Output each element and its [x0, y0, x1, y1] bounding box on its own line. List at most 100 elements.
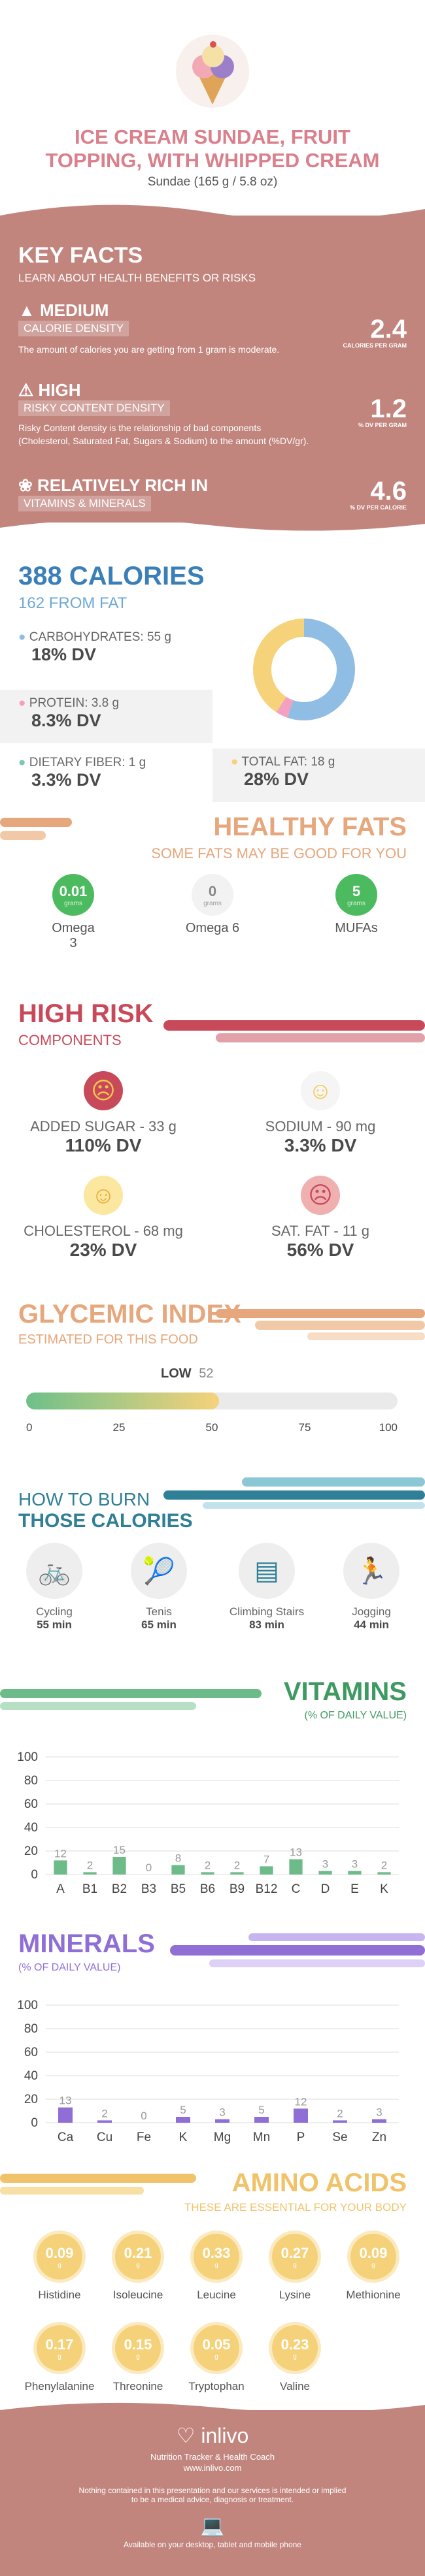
activity-time: 55 min: [37, 1618, 72, 1631]
decorative-stripes: [216, 1309, 425, 1340]
fiber-label: DIETARY FIBER: 1 g: [29, 756, 146, 769]
amino-value: 0.09: [359, 2244, 388, 2261]
vitamin-bar-A: [54, 1860, 67, 1875]
brand-url[interactable]: www.inlivo.com: [183, 2463, 242, 2473]
amino-item: 0.21 g Isoleucine: [102, 2234, 174, 2302]
happy-face-icon: ☺: [301, 1071, 340, 1110]
fact-unit: CALORIES PER GRAM: [343, 342, 407, 349]
fact-level: MEDIUM: [39, 300, 109, 320]
mineral-ytick: 60: [24, 2046, 38, 2059]
page-title-line2: TOPPING, WITH WHIPPED CREAM: [45, 149, 380, 172]
fact-desc2: (Cholesterol, Saturated Fat, Sugars & So…: [18, 436, 309, 446]
vitamin-value-label: 12: [54, 1847, 67, 1860]
footer: ♡ inlivo Nutrition Tracker & Health Coac…: [0, 2402, 425, 2576]
mineral-ytick: 0: [31, 2116, 38, 2130]
amino-unit: g: [214, 2261, 218, 2269]
vitamin-category-label: B9: [230, 1882, 245, 1896]
stairs-icon: ▤: [239, 1543, 295, 1599]
decorative-stripes: [170, 1933, 425, 1967]
fact-level: RELATIVELY RICH IN: [37, 475, 209, 495]
mineral-value-label: 0: [141, 2110, 146, 2122]
mineral-category-label: Se: [332, 2131, 347, 2144]
amino-item: 0.09 g Histidine: [24, 2234, 95, 2302]
vitamin-category-label: B12: [256, 1882, 278, 1896]
calories-section: 388 CALORIES 162 FROM FAT ● CARBOHYDRATE…: [0, 562, 425, 810]
amino-unit: g: [58, 2353, 61, 2360]
vitamin-bar-E: [348, 1871, 362, 1875]
mineral-value-label: 2: [101, 2107, 107, 2119]
carb-dv: 18% DV: [31, 645, 97, 664]
burn-title-1: HOW TO BURN: [18, 1489, 150, 1509]
vitamins-bar-chart: 100 80 60 40 20 0 12 A 2 B1 15 B2 0 B3 8 B5 2 B6 2 B9 7 B12 13…: [17, 1750, 399, 1896]
mineral-bar-P: [294, 2108, 308, 2123]
mineral-ytick: 20: [24, 2093, 38, 2106]
mineral-category-label: Cu: [97, 2131, 112, 2144]
mineral-category-label: P: [297, 2131, 305, 2144]
fat-item-mufas: 5 grams MUFAs: [327, 874, 386, 936]
minerals-title: MINERALS: [18, 1929, 155, 1958]
vitamin-ytick: 100: [17, 1750, 38, 1764]
vitamin-category-label: B6: [200, 1882, 215, 1896]
fat-stat: ● TOTAL FAT: 18 g 28% DV: [212, 749, 425, 802]
macro-donut-chart: [252, 619, 355, 720]
glycemic-level: LOW: [161, 1366, 192, 1381]
high-risk-title: HIGH RISK: [18, 999, 154, 1028]
vitamin-category-label: B3: [141, 1882, 156, 1896]
mineral-value-label: 2: [337, 2107, 343, 2119]
donut-slice-fat: [252, 619, 304, 713]
vitamin-bar-K: [377, 1872, 391, 1875]
amino-value: 0.17: [45, 2336, 74, 2353]
disclaimer-2: to be a medical advice, diagnosis or tre…: [131, 2495, 294, 2504]
brand-name: inlivo: [201, 2424, 249, 2447]
risk-dv: 23% DV: [69, 1240, 137, 1260]
amino-unit: g: [371, 2261, 375, 2269]
vitamin-value-label: 13: [290, 1846, 302, 1859]
fact-risky-density: ⚠ HIGH RISKY CONTENT DENSITY Risky Conte…: [18, 380, 407, 446]
glycemic-fill: [26, 1393, 220, 1409]
carb-label: CARBOHYDRATES: 55 g: [29, 630, 171, 644]
vitamin-value-label: 3: [322, 1858, 328, 1871]
vitamin-value-label: 0: [146, 1861, 152, 1874]
burn-tenis: 🎾 Tenis 65 min: [123, 1543, 195, 1632]
mineral-bar-Se: [333, 2120, 347, 2123]
vitamin-ytick: 80: [24, 1774, 38, 1788]
amino-item: 0.05 g Tryptophan: [180, 2325, 252, 2393]
amino-unit: g: [293, 2353, 297, 2360]
amino-unit: g: [58, 2261, 61, 2269]
burn-title-2: THOSE CALORIES: [18, 1510, 193, 1532]
vitamin-value-label: 15: [113, 1844, 126, 1856]
amino-name: Valine: [280, 2380, 310, 2392]
mineral-category-label: K: [179, 2131, 188, 2144]
amino-value: 0.21: [124, 2244, 152, 2261]
activity-time: 65 min: [141, 1618, 177, 1631]
amino-value: 0.15: [124, 2336, 152, 2353]
vitamin-category-label: C: [292, 1882, 301, 1896]
vitamin-value-label: 2: [234, 1859, 240, 1871]
activity-name: Tenis: [146, 1605, 172, 1618]
burn-jogging: 🏃 Jogging 44 min: [335, 1543, 407, 1632]
leaf-icon: ❀: [18, 475, 33, 495]
calories-from-fat: 162 FROM FAT: [18, 594, 128, 612]
vitamin-bar-B9: [230, 1872, 244, 1875]
fact-unit: % DV PER GRAM: [358, 422, 407, 428]
mineral-value-label: 3: [376, 2106, 382, 2119]
vitamins-section: VITAMINS (% OF DAILY VALUE) 100 80 60 40 20 0…: [0, 1672, 425, 1914]
mineral-ytick: 40: [24, 2069, 38, 2083]
mineral-category-label: Ca: [58, 2131, 74, 2144]
calories-title: 388 CALORIES: [18, 562, 205, 590]
risk-sat-fat: ☹ SAT. FAT - 11 g 56% DV: [235, 1176, 405, 1261]
vitamin-bar-B5: [171, 1865, 185, 1875]
amino-item: 0.09 g Methionine: [337, 2234, 409, 2302]
amino-unit: g: [214, 2353, 218, 2360]
minerals-section: MINERALS (% OF DAILY VALUE) 100 80 60 40 20 0…: [0, 1914, 425, 2162]
jogging-icon: 🏃: [343, 1543, 400, 1599]
decorative-stripes: [163, 1477, 425, 1509]
vitamin-bar-B12: [260, 1866, 273, 1875]
activity-time: 44 min: [354, 1618, 389, 1631]
mineral-bar-Zn: [372, 2119, 386, 2123]
amino-item: 0.15 g Threonine: [102, 2325, 174, 2393]
amino-unit: g: [293, 2261, 297, 2269]
vitamins-subtitle: (% OF DAILY VALUE): [304, 1710, 407, 1721]
fat-name: Omega 3: [52, 921, 95, 950]
mineral-value-label: 12: [295, 2095, 307, 2108]
